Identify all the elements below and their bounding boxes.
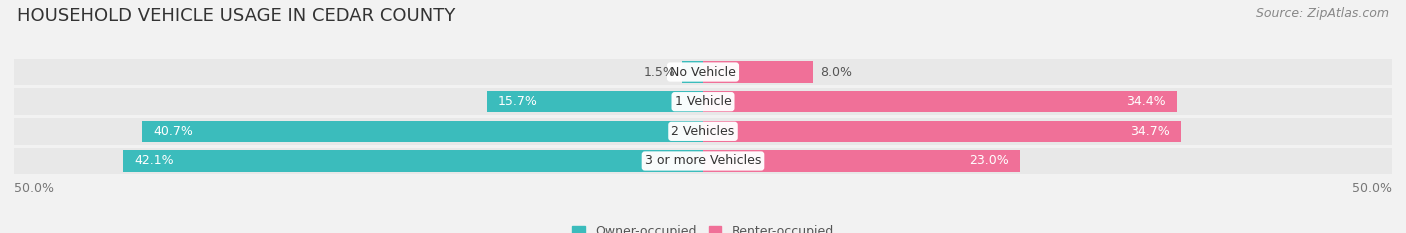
Bar xyxy=(14,148,1392,174)
Text: 34.7%: 34.7% xyxy=(1130,125,1170,138)
Text: HOUSEHOLD VEHICLE USAGE IN CEDAR COUNTY: HOUSEHOLD VEHICLE USAGE IN CEDAR COUNTY xyxy=(17,7,456,25)
Text: No Vehicle: No Vehicle xyxy=(671,65,735,79)
Bar xyxy=(486,91,703,112)
Text: Source: ZipAtlas.com: Source: ZipAtlas.com xyxy=(1256,7,1389,20)
Bar xyxy=(14,88,1392,115)
Text: 1.5%: 1.5% xyxy=(644,65,675,79)
Bar xyxy=(703,91,1177,112)
Bar xyxy=(142,121,703,142)
Text: 34.4%: 34.4% xyxy=(1126,95,1166,108)
Text: 50.0%: 50.0% xyxy=(1353,182,1392,195)
Bar xyxy=(682,61,703,83)
Bar xyxy=(14,59,1392,85)
Text: 3 or more Vehicles: 3 or more Vehicles xyxy=(645,154,761,168)
Bar xyxy=(122,150,703,172)
Text: 15.7%: 15.7% xyxy=(498,95,537,108)
Text: 23.0%: 23.0% xyxy=(969,154,1010,168)
Bar xyxy=(703,121,1181,142)
Bar xyxy=(703,150,1019,172)
Text: 8.0%: 8.0% xyxy=(820,65,852,79)
Text: 42.1%: 42.1% xyxy=(134,154,173,168)
Text: 2 Vehicles: 2 Vehicles xyxy=(672,125,734,138)
Text: 1 Vehicle: 1 Vehicle xyxy=(675,95,731,108)
Bar xyxy=(703,61,813,83)
Text: 40.7%: 40.7% xyxy=(153,125,193,138)
Text: 50.0%: 50.0% xyxy=(14,182,53,195)
Bar xyxy=(14,118,1392,145)
Legend: Owner-occupied, Renter-occupied: Owner-occupied, Renter-occupied xyxy=(568,220,838,233)
